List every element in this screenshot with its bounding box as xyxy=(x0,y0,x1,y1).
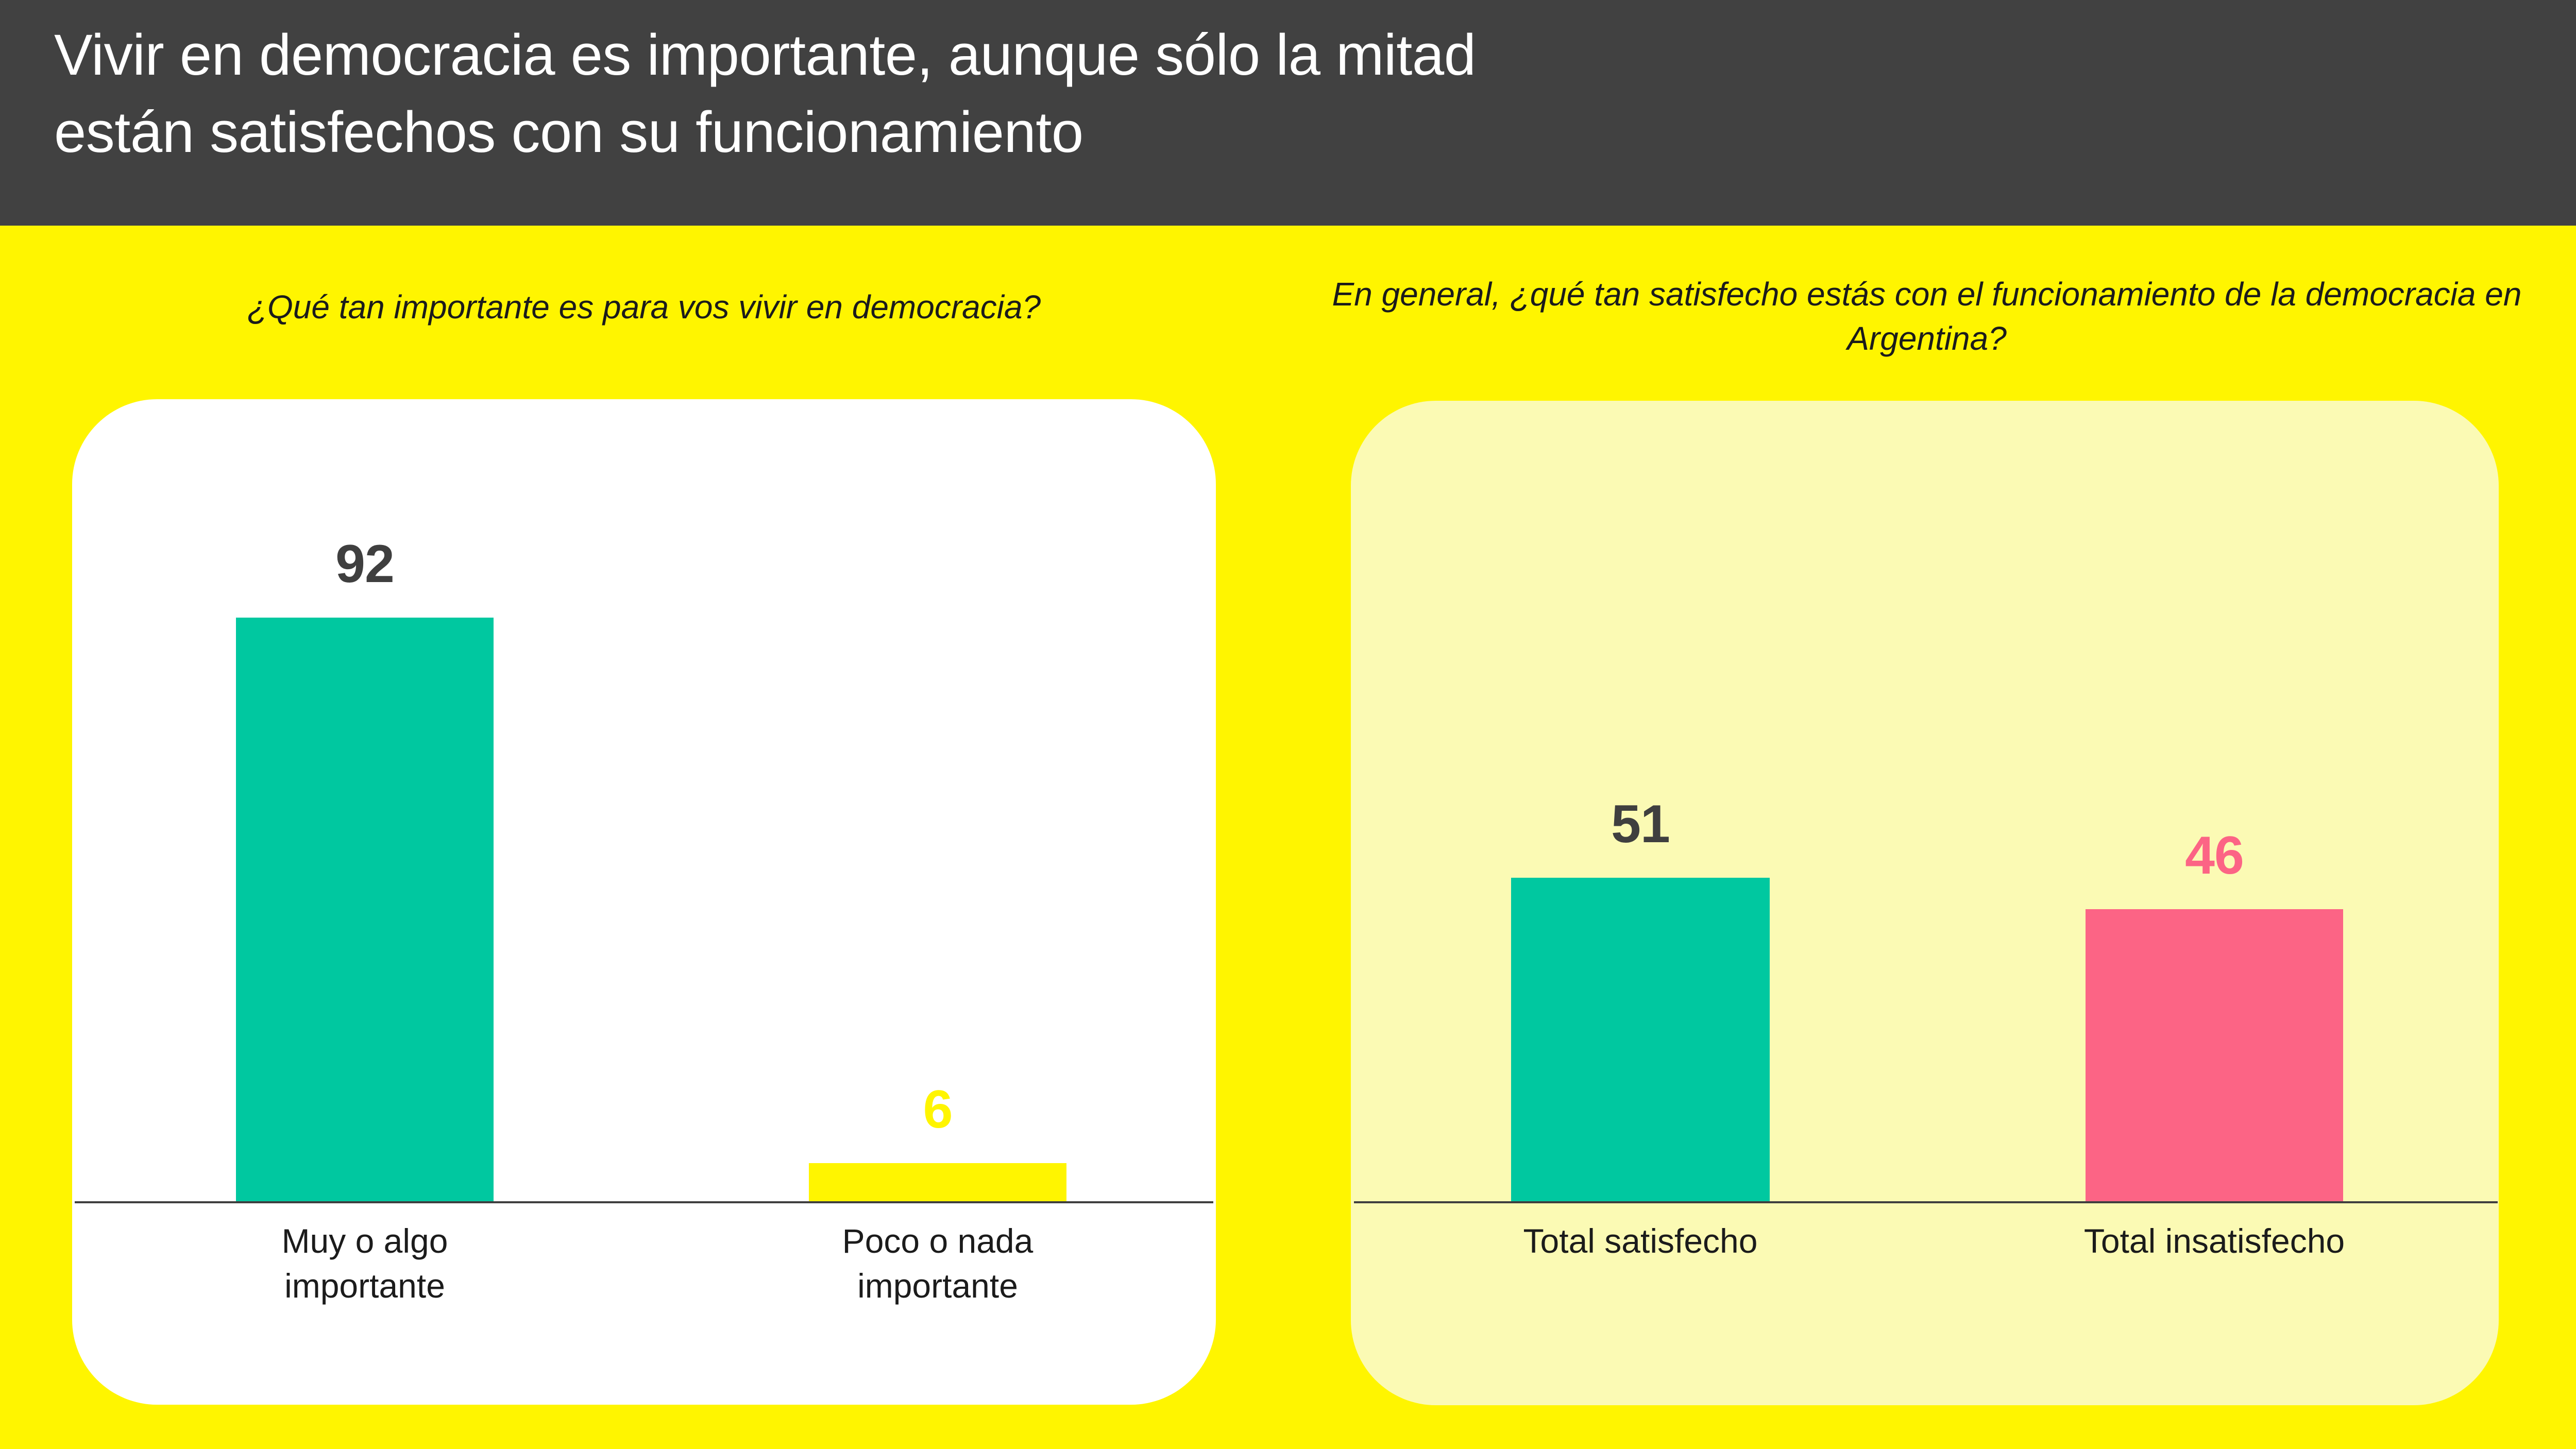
bar-rect xyxy=(2086,909,2343,1201)
chart-left-plot: 92 6 Muy o algo importante Poco o nada i… xyxy=(75,464,1213,1305)
bar-column-muy-o-algo-importante: 92 xyxy=(236,537,494,1201)
bar-value-label: 92 xyxy=(335,534,395,594)
bar-column-total-satisfecho: 51 xyxy=(1511,797,1770,1201)
bar-value-label: 51 xyxy=(1611,794,1670,854)
bar-column-poco-o-nada-importante: 6 xyxy=(809,1083,1066,1201)
bar-value-label: 46 xyxy=(2185,826,2244,885)
chart-right-subtitle: En general, ¿qué tan satisfecho estás co… xyxy=(1332,276,2522,357)
category-label-muy-o-algo-importante: Muy o algo importante xyxy=(281,1222,448,1305)
header-bar: Vivir en democracia es importante, aunqu… xyxy=(0,0,2576,226)
bar-column-total-insatisfecho: 46 xyxy=(2086,829,2343,1201)
category-label-total-insatisfecho: Total insatisfecho xyxy=(2083,1222,2345,1260)
bar-rect xyxy=(809,1163,1066,1201)
bar-rect xyxy=(1511,878,1770,1201)
page-title: Vivir en democracia es importante, aunqu… xyxy=(54,23,1476,165)
chart-right-plot: 51 46 Total satisfecho Total insatisfech… xyxy=(1354,464,2498,1260)
category-label-poco-o-nada-importante: Poco o nada importante xyxy=(842,1222,1033,1305)
chart-right-axis-line xyxy=(1354,1201,2498,1203)
chart-left-axis-line xyxy=(75,1201,1213,1203)
chart-left-subtitle: ¿Qué tan importante es para vos vivir en… xyxy=(247,288,1041,326)
bar-rect xyxy=(236,618,494,1201)
bar-value-label: 6 xyxy=(923,1080,953,1139)
category-label-total-satisfecho: Total satisfecho xyxy=(1523,1222,1758,1260)
